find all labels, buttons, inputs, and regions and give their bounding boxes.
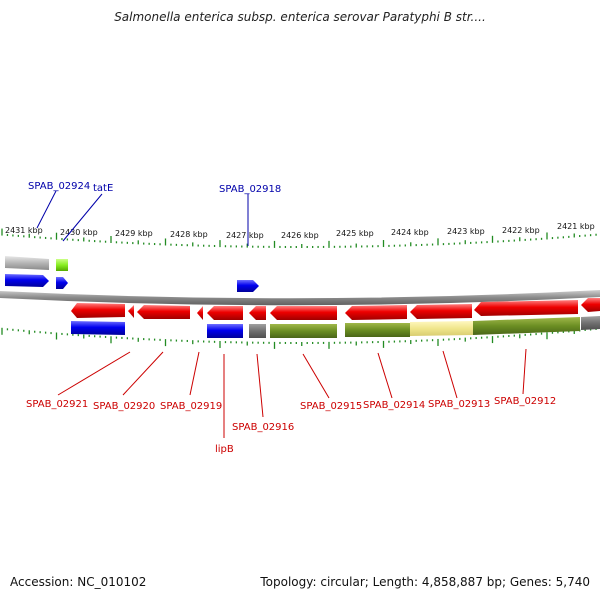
- label-lipb[interactable]: lipB: [215, 444, 234, 455]
- scale-tick-label: 2426 kbp: [281, 231, 319, 240]
- gene-reverse-1[interactable]: [71, 303, 125, 318]
- gene-reverse-2[interactable]: [128, 305, 134, 318]
- label-tate[interactable]: tatE: [93, 183, 113, 194]
- leader-line-spab-02919: [189, 351, 200, 396]
- label-spab-02924[interactable]: SPAB_02924: [28, 181, 90, 192]
- leader-line-spab-02916: [256, 353, 264, 418]
- genome-title: Salmonella enterica subsp. enterica sero…: [114, 10, 486, 24]
- gene-reverse-9[interactable]: [410, 304, 472, 319]
- label-spab-02921[interactable]: SPAB_02921: [26, 399, 88, 410]
- scale-tick-label: 2423 kbp: [447, 227, 485, 236]
- scale-tick-label: 2429 kbp: [115, 229, 153, 238]
- gene-reverse-11[interactable]: [581, 298, 600, 312]
- scale-ticks-upper: [1, 228, 597, 248]
- leader-line-spab-02914: [377, 352, 393, 399]
- label-spab-02912[interactable]: SPAB_02912: [494, 396, 556, 407]
- scale-tick-label: 2430 kbp: [60, 228, 98, 237]
- leader-line-tate: [62, 193, 103, 242]
- gene-forward-3[interactable]: [237, 280, 259, 292]
- feature-darkgray-lower[interactable]: [581, 316, 600, 330]
- accession-label: Accession: NC_010102: [10, 575, 147, 589]
- scale-ticks-lower: [1, 327, 597, 349]
- label-spab-02915[interactable]: SPAB_02915: [300, 401, 362, 412]
- feature-gray-upper[interactable]: [5, 256, 49, 270]
- genome-summary: Topology: circular; Length: 4,858,887 bp…: [260, 575, 590, 589]
- leader-line-spab-02924: [36, 190, 57, 229]
- feature-olive-lower-2[interactable]: [345, 323, 410, 337]
- feature-yellow-lower[interactable]: [410, 321, 473, 336]
- leader-line-spab-02915: [302, 353, 330, 399]
- feature-olive-lower-3[interactable]: [473, 317, 580, 335]
- gene-reverse-10[interactable]: [474, 300, 578, 316]
- gene-reverse-7[interactable]: [270, 306, 337, 320]
- scale-tick-label: 2425 kbp: [336, 229, 374, 238]
- feature-gray-lower[interactable]: [249, 324, 266, 338]
- label-spab-02913[interactable]: SPAB_02913: [428, 399, 490, 410]
- feature-olive-lower-1[interactable]: [270, 324, 337, 338]
- feature-blue-lower-1[interactable]: [71, 321, 125, 335]
- gene-reverse-6[interactable]: [249, 306, 266, 320]
- gene-reverse-4[interactable]: [197, 306, 203, 320]
- label-spab-02920[interactable]: SPAB_02920: [93, 401, 155, 412]
- gene-reverse-8[interactable]: [345, 305, 407, 320]
- leader-line-spab-02912: [522, 348, 527, 395]
- genome-backbone: [0, 290, 600, 306]
- feature-blue-lower-2[interactable]: [207, 324, 243, 338]
- scale-tick-label: 2428 kbp: [170, 230, 208, 239]
- scale-tick-label: 2421 kbp: [557, 222, 595, 231]
- label-spab-02916[interactable]: SPAB_02916: [232, 422, 294, 433]
- gene-reverse-3[interactable]: [137, 305, 190, 319]
- scale-tick-labels: 2431 kbp 2430 kbp 2429 kbp 2428 kbp 2427 kbp…: [5, 222, 595, 240]
- scale-tick-label: 2422 kbp: [502, 226, 540, 235]
- gene-forward-2[interactable]: [56, 277, 68, 289]
- label-spab-02919[interactable]: SPAB_02919: [160, 401, 222, 412]
- label-spab-02918[interactable]: SPAB_02918: [219, 184, 281, 195]
- label-spab-02914[interactable]: SPAB_02914: [363, 400, 425, 411]
- scale-tick-label: 2424 kbp: [391, 228, 429, 237]
- leader-line-spab-02913: [442, 350, 458, 399]
- scale-tick-label: 2427 kbp: [226, 231, 264, 240]
- gene-reverse-5[interactable]: [207, 306, 243, 320]
- leader-line-spab-02921: [57, 351, 131, 396]
- leader-line-spab-02920: [122, 351, 164, 396]
- scale-tick-label: 2431 kbp: [5, 226, 43, 235]
- feature-lime-upper[interactable]: [56, 259, 68, 271]
- gene-forward-1[interactable]: [5, 274, 49, 287]
